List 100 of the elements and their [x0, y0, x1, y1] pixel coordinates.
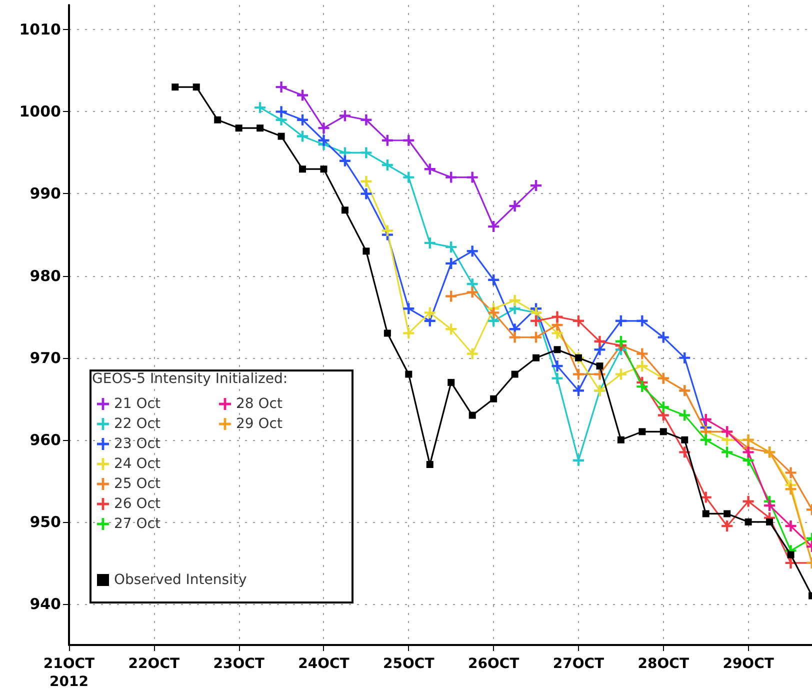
point	[276, 106, 287, 118]
point	[384, 330, 391, 337]
point	[700, 414, 712, 425]
point	[509, 200, 520, 212]
point	[382, 225, 393, 236]
y-tick-label: 960	[30, 430, 61, 449]
point	[785, 520, 796, 532]
point	[299, 166, 306, 173]
point	[318, 134, 330, 146]
legend-label: 27 Oct	[114, 516, 161, 532]
point	[572, 368, 584, 380]
x-tick-label: 29OCT	[722, 656, 774, 672]
point	[446, 324, 457, 335]
point	[362, 248, 370, 255]
point	[276, 82, 287, 93]
point	[636, 360, 648, 372]
point	[722, 520, 733, 532]
x-tick-label: 27OCT	[552, 656, 605, 672]
point	[787, 551, 794, 558]
point	[679, 352, 690, 364]
point	[722, 446, 733, 458]
point	[382, 160, 393, 170]
point	[596, 362, 604, 370]
point	[446, 258, 457, 269]
point	[638, 428, 646, 436]
point	[744, 518, 752, 526]
point	[785, 484, 796, 495]
point	[297, 114, 308, 126]
point	[509, 332, 520, 343]
point	[724, 510, 731, 518]
point	[615, 315, 626, 326]
point	[509, 294, 520, 306]
point	[785, 467, 796, 478]
x-tick-label: 22OCT	[128, 656, 180, 672]
point	[382, 134, 393, 146]
point	[488, 274, 500, 286]
point	[511, 370, 518, 378]
point	[679, 446, 690, 458]
point	[320, 166, 328, 173]
point	[488, 221, 500, 232]
point	[572, 454, 584, 466]
point	[572, 385, 584, 396]
point	[360, 176, 372, 187]
point	[214, 116, 222, 124]
legend-label: 25 Oct	[114, 476, 161, 492]
point	[403, 328, 414, 339]
x-tick-label: 28OCT	[638, 656, 690, 672]
point	[446, 172, 457, 183]
y-tick-label: 980	[30, 266, 61, 285]
point	[466, 246, 478, 257]
point	[681, 436, 688, 444]
point	[785, 557, 796, 568]
point	[700, 434, 712, 446]
point	[360, 114, 372, 126]
point	[700, 492, 712, 503]
legend-label: 28 Oct	[236, 396, 283, 412]
point	[764, 500, 776, 512]
y-tick-label: 950	[30, 512, 61, 531]
point	[554, 346, 561, 354]
point	[636, 315, 648, 326]
point	[658, 402, 669, 413]
legend-label: 29 Oct	[236, 416, 283, 432]
y-tick-label: 990	[30, 184, 61, 203]
point	[297, 130, 308, 142]
point	[341, 206, 348, 214]
point	[466, 348, 478, 360]
point	[617, 436, 624, 444]
point	[446, 290, 457, 302]
point	[360, 188, 372, 200]
point	[339, 155, 350, 166]
point	[424, 307, 436, 318]
point	[192, 84, 200, 91]
point	[426, 460, 434, 468]
point	[552, 360, 563, 372]
point	[466, 286, 478, 298]
point	[658, 332, 669, 343]
point	[530, 315, 542, 326]
point	[448, 378, 455, 386]
x-tick-label: 23OCT	[213, 656, 265, 672]
point	[172, 84, 179, 91]
point	[530, 332, 542, 343]
legend-label: 24 Oct	[114, 456, 161, 472]
point	[615, 368, 626, 380]
point	[405, 370, 412, 378]
point	[424, 164, 436, 175]
point	[552, 372, 563, 384]
point	[424, 237, 436, 248]
point	[702, 510, 710, 518]
legend-label: Observed Intensity	[114, 572, 247, 588]
y-tick-label: 1000	[19, 102, 61, 121]
point	[572, 315, 584, 326]
point	[403, 303, 414, 314]
point	[532, 354, 540, 362]
point	[660, 428, 667, 436]
point	[466, 172, 478, 183]
x-tick-label: 25OCT	[383, 656, 435, 672]
point	[615, 336, 626, 347]
point	[403, 172, 414, 183]
point	[766, 518, 774, 526]
point	[235, 124, 242, 132]
